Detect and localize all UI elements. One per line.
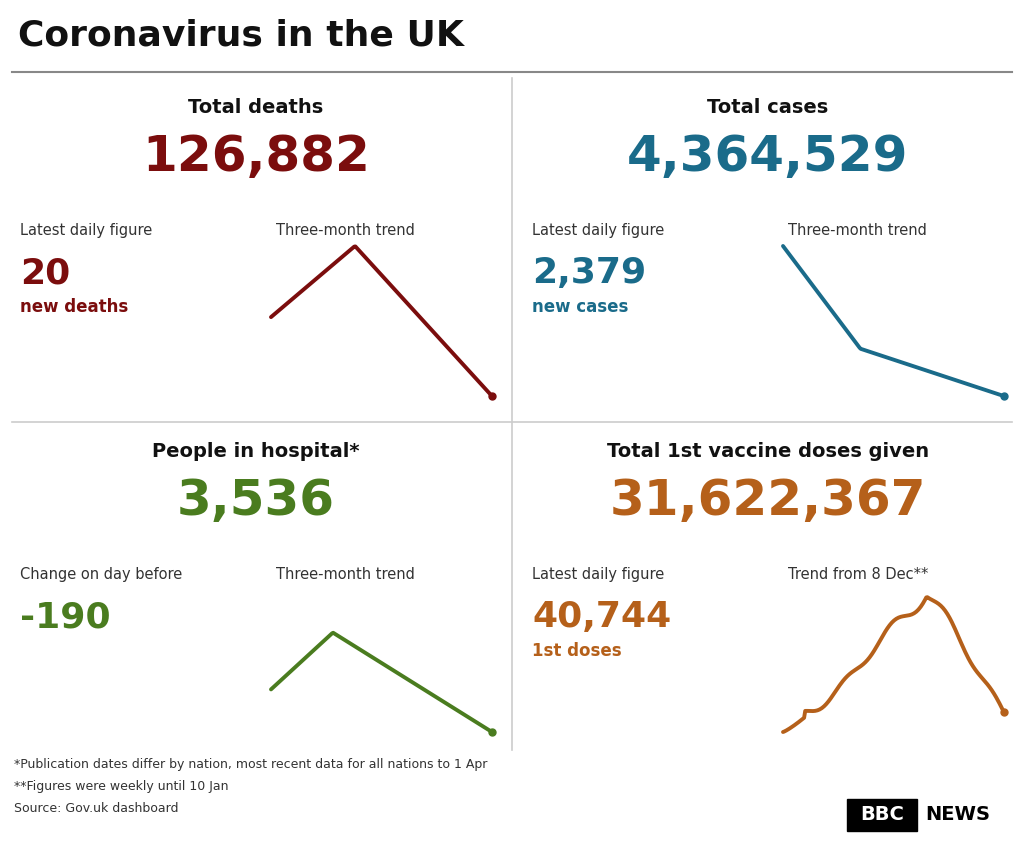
Text: 1st doses: 1st doses [532, 642, 622, 660]
Text: Source: Gov.uk dashboard: Source: Gov.uk dashboard [14, 802, 178, 815]
Text: Three-month trend: Three-month trend [276, 223, 415, 238]
Text: Latest daily figure: Latest daily figure [532, 567, 665, 582]
Text: 40,744: 40,744 [532, 600, 672, 634]
Text: Total deaths: Total deaths [188, 98, 324, 117]
Text: 31,622,367: 31,622,367 [609, 477, 927, 525]
Text: 126,882: 126,882 [142, 133, 370, 181]
Text: 2,379: 2,379 [532, 256, 646, 290]
Text: Latest daily figure: Latest daily figure [20, 223, 153, 238]
Text: 3,536: 3,536 [177, 477, 335, 525]
Text: Change on day before: Change on day before [20, 567, 182, 582]
Text: Total 1st vaccine doses given: Total 1st vaccine doses given [607, 442, 929, 461]
Text: Trend from 8 Dec**: Trend from 8 Dec** [788, 567, 929, 582]
Text: new deaths: new deaths [20, 298, 128, 316]
FancyBboxPatch shape [847, 799, 918, 831]
Text: -190: -190 [20, 600, 111, 634]
Text: Three-month trend: Three-month trend [276, 567, 415, 582]
Text: new cases: new cases [532, 298, 629, 316]
Text: Coronavirus in the UK: Coronavirus in the UK [18, 18, 464, 52]
Text: Latest daily figure: Latest daily figure [532, 223, 665, 238]
Text: **Figures were weekly until 10 Jan: **Figures were weekly until 10 Jan [14, 780, 228, 793]
Text: 4,364,529: 4,364,529 [628, 133, 908, 181]
Text: *Publication dates differ by nation, most recent data for all nations to 1 Apr: *Publication dates differ by nation, mos… [14, 758, 487, 771]
Text: People in hospital*: People in hospital* [153, 442, 359, 461]
Text: 20: 20 [20, 256, 71, 290]
Text: BBC: BBC [860, 806, 904, 824]
Text: NEWS: NEWS [925, 806, 990, 824]
Text: Total cases: Total cases [708, 98, 828, 117]
Text: Three-month trend: Three-month trend [788, 223, 927, 238]
